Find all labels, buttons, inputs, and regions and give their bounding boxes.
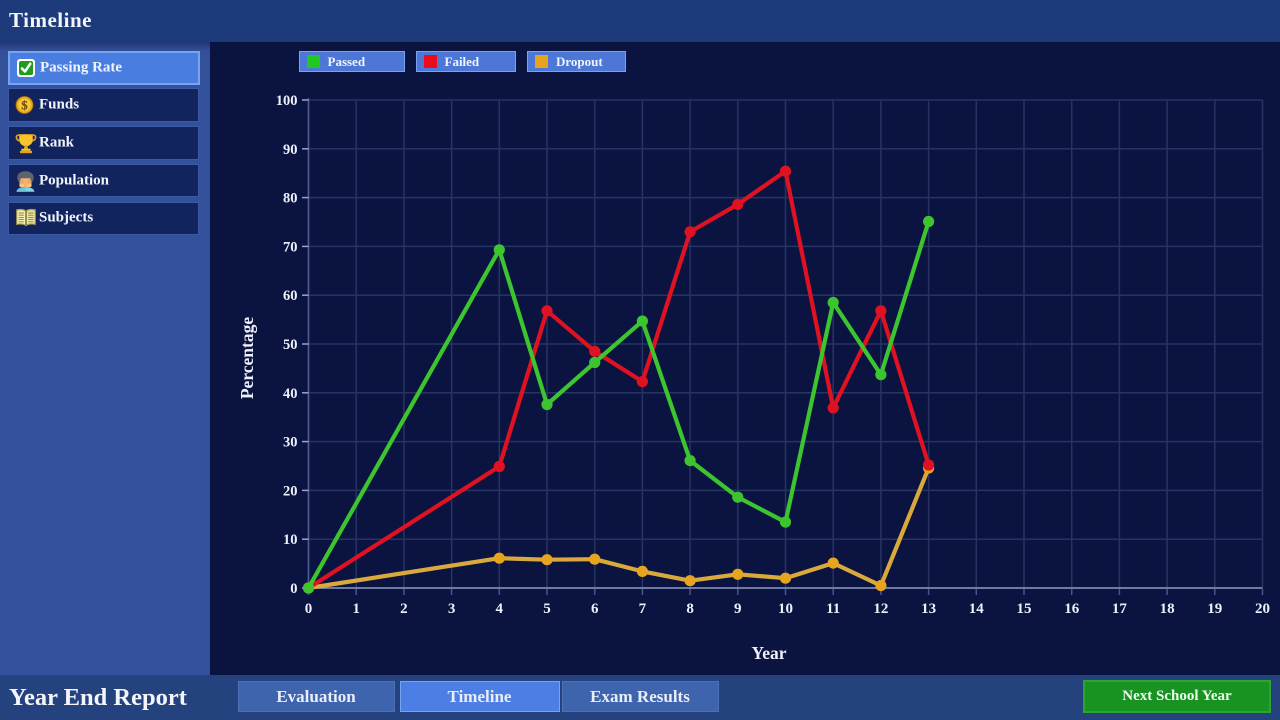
svg-text:16: 16 xyxy=(1064,601,1080,617)
svg-text:14: 14 xyxy=(969,601,985,617)
svg-text:2: 2 xyxy=(400,601,408,617)
svg-text:8: 8 xyxy=(686,601,694,617)
svg-text:6: 6 xyxy=(591,601,599,617)
svg-text:15: 15 xyxy=(1017,601,1032,617)
svg-text:60: 60 xyxy=(283,288,298,304)
svg-text:9: 9 xyxy=(734,601,742,617)
svg-text:1: 1 xyxy=(352,601,360,617)
svg-text:10: 10 xyxy=(283,532,298,548)
svg-text:13: 13 xyxy=(921,601,936,617)
svg-text:3: 3 xyxy=(448,601,456,617)
svg-text:12: 12 xyxy=(873,601,888,617)
svg-text:0: 0 xyxy=(290,581,297,597)
svg-text:20: 20 xyxy=(1255,601,1270,617)
svg-text:40: 40 xyxy=(283,386,298,402)
svg-text:5: 5 xyxy=(543,601,551,617)
svg-text:0: 0 xyxy=(305,601,313,617)
svg-text:Year: Year xyxy=(752,643,787,663)
svg-text:Percentage: Percentage xyxy=(237,317,257,400)
svg-text:30: 30 xyxy=(283,435,298,451)
svg-text:7: 7 xyxy=(639,601,647,617)
svg-text:50: 50 xyxy=(283,337,298,353)
svg-text:90: 90 xyxy=(283,142,298,158)
svg-text:80: 80 xyxy=(283,191,298,207)
svg-text:18: 18 xyxy=(1160,601,1175,617)
svg-text:20: 20 xyxy=(283,483,298,499)
svg-text:$: $ xyxy=(21,99,27,113)
svg-text:19: 19 xyxy=(1207,601,1222,617)
svg-text:10: 10 xyxy=(778,601,793,617)
svg-text:11: 11 xyxy=(826,601,840,617)
svg-text:4: 4 xyxy=(496,601,504,617)
svg-text:17: 17 xyxy=(1112,601,1128,617)
svg-text:70: 70 xyxy=(283,239,298,255)
svg-text:100: 100 xyxy=(276,93,298,109)
